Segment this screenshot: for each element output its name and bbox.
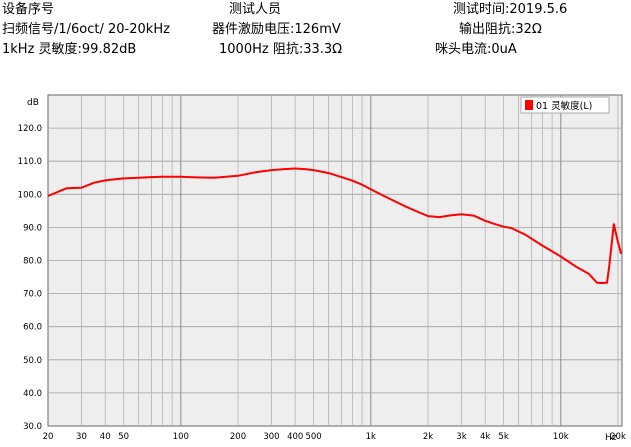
y-tick-label: 60.0 xyxy=(23,323,42,333)
sensitivity-1khz: 1kHz 灵敏度:99.82dB xyxy=(2,42,137,57)
series-layer xyxy=(47,167,623,284)
x-tick-label: 5k xyxy=(498,432,508,442)
drive-voltage: 器件激励电压:126mV xyxy=(212,22,341,37)
y-tick-label: 70.0 xyxy=(23,290,42,300)
output-impedance: 输出阻抗:32Ω xyxy=(459,22,542,37)
device-number-label: 设备序号 xyxy=(2,2,55,17)
x-tick-label: 200 xyxy=(230,432,246,442)
x-tick-label: 2k xyxy=(423,432,433,442)
x-tick-label: 1k xyxy=(366,432,376,442)
y-axis-label: dB xyxy=(27,98,39,108)
x-tick-label: 20 xyxy=(43,432,54,442)
grid-lines xyxy=(48,95,622,426)
series-line xyxy=(47,167,623,284)
y-tick-label: 50.0 xyxy=(23,356,42,366)
y-tick-labels: 30.0 40.0 50.0 60.0 70.0 80.0 90.0 100.0 110.0 12… xyxy=(18,124,42,432)
x-tick-label: 3k xyxy=(456,432,466,442)
x-axis-label: Hz xyxy=(605,433,617,443)
x-tick-label: 300 xyxy=(263,432,279,442)
legend-swatch xyxy=(525,100,533,110)
x-tick-label: 50 xyxy=(118,432,129,442)
y-tick-label: 90.0 xyxy=(23,223,42,233)
impedance-1000hz: 1000Hz 阻抗:33.3Ω xyxy=(219,42,343,57)
legend: 01 灵敏度(L) xyxy=(520,96,610,114)
y-tick-label: 120.0 xyxy=(18,124,42,134)
tester-label: 测试人员 xyxy=(229,2,282,17)
test-time: 测试时间:2019.5.6 xyxy=(453,2,568,17)
x-tick-label: 500 xyxy=(305,432,321,442)
y-tick-label: 110.0 xyxy=(18,157,42,167)
legend-entry: 01 灵敏度(L) xyxy=(536,100,592,112)
x-tick-label: 100 xyxy=(173,432,189,442)
x-tick-label: 40 xyxy=(100,432,111,442)
x-tick-label: 20k xyxy=(610,432,626,442)
y-tick-label: 80.0 xyxy=(23,257,42,267)
legend-box xyxy=(520,96,610,114)
frequency-response-chart: 30.0 40.0 50.0 60.0 70.0 80.0 90.0 100.0 110.0 12… xyxy=(18,94,626,443)
y-tick-label: 30.0 xyxy=(23,422,42,432)
x-tick-labels: 20 30 40 50 100 200 300 400 500 1k 2k 3k 4k 5k 10k 20k xyxy=(43,432,626,442)
x-tick-label: 400 xyxy=(287,432,303,442)
x-tick-label: 4k xyxy=(480,432,490,442)
y-tick-label: 100.0 xyxy=(18,190,42,200)
x-tick-label: 10k xyxy=(553,432,569,442)
sweep-signal: 扫频信号/1/6oct/ 20-20kHz xyxy=(2,22,170,37)
mic-current: 咪头电流:0uA xyxy=(435,42,517,57)
x-tick-label: 30 xyxy=(76,432,87,442)
y-tick-label: 40.0 xyxy=(23,389,42,399)
